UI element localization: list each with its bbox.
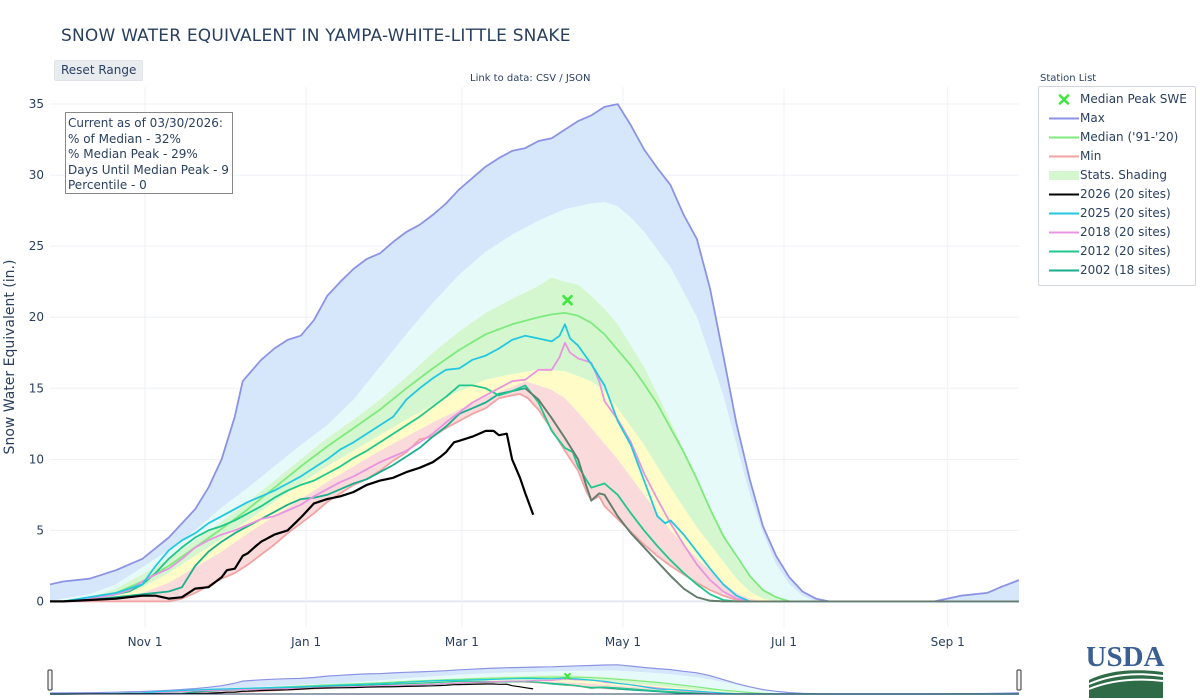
legend-label: Stats. Shading	[1080, 168, 1168, 182]
legend-swatch	[1049, 269, 1079, 272]
legend-label: Max	[1080, 111, 1105, 125]
legend-item-max[interactable]: Max	[1039, 109, 1195, 128]
median-peak-marker[interactable]	[562, 294, 573, 306]
status-line-days-to-peak: Days Until Median Peak - 9	[68, 162, 229, 177]
legend-item-peak[interactable]: Median Peak SWE	[1039, 90, 1195, 109]
legend-item-s2018[interactable]: 2018 (20 sites)	[1039, 223, 1195, 242]
range-handle-left[interactable]	[47, 669, 53, 691]
series-line-median[interactable]	[50, 312, 1019, 603]
legend-item-shade[interactable]: Stats. Shading	[1039, 166, 1195, 185]
legend-swatch	[1049, 117, 1079, 120]
mini-shade-band-90	[50, 670, 1019, 694]
series-line-s2012[interactable]	[50, 384, 1019, 603]
legend-label: 2002 (18 sites)	[1080, 263, 1171, 277]
y-axis-title: Snow Water Equivalent (in.)	[2, 260, 18, 455]
legend-swatch	[1058, 94, 1070, 105]
mini-series-line-max	[49, 664, 1020, 695]
series-line-s2002-tail	[524, 387, 1019, 603]
x-tick-label: Sep 1	[931, 635, 965, 649]
status-line-percentile: Percentile - 0	[68, 178, 147, 192]
y-tick-label: 10	[29, 452, 44, 466]
legend-label: Median ('91-'20)	[1080, 130, 1179, 144]
usda-logo-text: USDA	[1087, 641, 1165, 673]
data-link: Link to data: CSV / JSON	[470, 73, 591, 84]
series-line-min[interactable]	[50, 393, 1019, 603]
range-handle-right[interactable]	[1016, 669, 1022, 691]
x-tick-label: Jul 1	[770, 635, 797, 649]
status-line-pct-median: % of Median - 32%	[68, 131, 181, 146]
legend-swatch	[1049, 212, 1079, 215]
mini-shade-band-max	[50, 664, 1019, 694]
shade-band-70	[50, 277, 1019, 602]
chart-legend: Median Peak SWE Max Median ('91-'20) Min Sta…	[1038, 86, 1196, 286]
shade-band-90	[50, 202, 1019, 602]
y-tick-label: 35	[29, 97, 44, 111]
series-line-max[interactable]	[50, 103, 1019, 603]
json-link[interactable]: JSON	[565, 73, 591, 84]
legend-item-s2002[interactable]: 2002 (18 sites)	[1039, 261, 1195, 280]
series-line-s2026[interactable]	[50, 429, 535, 603]
series-line-s2025[interactable]	[50, 323, 1019, 603]
x-tick-label: May 1	[605, 635, 641, 649]
legend-swatch	[1049, 250, 1079, 253]
shade-band-max	[50, 104, 1019, 602]
legend-swatch	[1049, 155, 1079, 158]
y-tick-label: 30	[29, 168, 44, 182]
shade-band-30	[50, 381, 1019, 602]
legend-swatch	[1049, 136, 1079, 139]
legend-label: 2012 (20 sites)	[1080, 244, 1171, 258]
legend-label: Min	[1080, 149, 1102, 163]
current-status-box: Current as of 03/30/2026: % of Median - …	[65, 112, 233, 194]
x-tick-label: Nov 1	[128, 635, 163, 649]
legend-item-s2025[interactable]: 2025 (20 sites)	[1039, 204, 1195, 223]
legend-item-min[interactable]: Min	[1039, 147, 1195, 166]
legend-label: 2026 (20 sites)	[1080, 187, 1171, 201]
data-link-prefix: Link to data:	[470, 73, 536, 84]
y-tick-label: 15	[29, 381, 44, 395]
legend-item-s2012[interactable]: 2012 (20 sites)	[1039, 242, 1195, 261]
y-tick-label: 5	[36, 523, 44, 537]
reset-range-button[interactable]: Reset Range	[54, 60, 144, 81]
legend-item-s2026[interactable]: 2026 (20 sites)	[1039, 185, 1195, 204]
legend-item-median[interactable]: Median ('91-'20)	[1039, 128, 1195, 147]
legend-swatch	[1049, 193, 1079, 196]
range-slider[interactable]	[47, 664, 1022, 695]
status-line-pct-peak: % Median Peak - 29%	[68, 147, 198, 161]
data-link-separator: /	[556, 73, 566, 84]
chart-title: SNOW WATER EQUIVALENT IN YAMPA-WHITE-LIT…	[61, 26, 571, 46]
y-tick-label: 20	[29, 310, 44, 324]
legend-label: 2025 (20 sites)	[1080, 206, 1171, 220]
legend-label: 2018 (20 sites)	[1080, 225, 1171, 239]
mini-median-peak-marker	[563, 672, 572, 681]
series-line-s2018[interactable]	[50, 341, 1019, 603]
plot-area	[50, 103, 1019, 603]
station-list-link[interactable]: Station List	[1040, 73, 1097, 84]
x-tick-label: Jan 1	[290, 635, 321, 649]
x-tick-label: Mar 1	[445, 635, 479, 649]
mini-series-line-s2025	[50, 677, 1019, 695]
legend-swatch	[1049, 171, 1079, 180]
legend-label: Median Peak SWE	[1080, 92, 1187, 106]
y-tick-label: 0	[36, 594, 44, 608]
legend-swatch	[1049, 231, 1079, 234]
status-line-date: Current as of 03/30/2026:	[68, 116, 223, 130]
usda-logo: USDA	[1087, 641, 1165, 698]
csv-link[interactable]: CSV	[535, 73, 557, 84]
y-tick-label: 25	[29, 239, 44, 253]
